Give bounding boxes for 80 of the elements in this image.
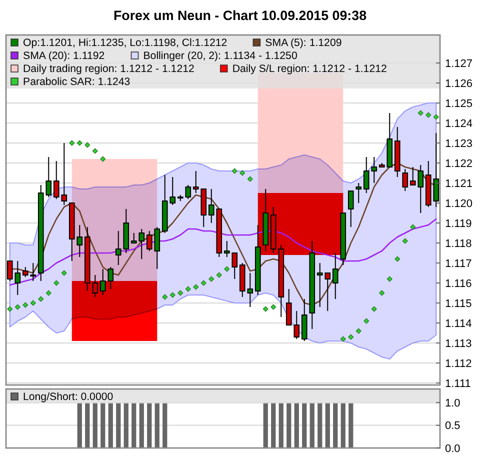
point xyxy=(356,328,362,334)
point xyxy=(46,290,52,296)
point xyxy=(402,238,408,244)
point xyxy=(100,156,106,162)
candlestick xyxy=(402,168,408,192)
legend-label: Parabolic SAR: 1.1243 xyxy=(23,76,130,88)
point xyxy=(193,284,199,290)
point xyxy=(340,336,346,342)
y-tick-label: 0.5 xyxy=(445,420,460,432)
legend-label: Op:1.1201, Hi:1.1235, Lo:1.1198, Cl:1.1212 xyxy=(23,37,228,50)
point xyxy=(410,224,416,230)
legend-label: SMA (20): 1.1192 xyxy=(23,50,105,62)
point xyxy=(371,306,377,312)
legend-label: Bollinger (20, 2): 1.1134 - 1.1250 xyxy=(143,50,298,62)
y-tick-label: 1.117 xyxy=(445,258,472,270)
y-tick-label: 1.116 xyxy=(445,278,472,290)
y-tick-label: 1.113 xyxy=(445,338,472,350)
y-tick-label: 1.114 xyxy=(445,318,472,330)
point xyxy=(379,290,385,296)
legend-label: Long/Short: 0.0000 xyxy=(23,391,114,404)
point xyxy=(270,304,276,310)
y-tick-label: 1.119 xyxy=(445,218,472,230)
y-tick-label: 1.125 xyxy=(445,98,473,110)
y-tick-label: 1.115 xyxy=(445,298,472,310)
candlestick xyxy=(262,188,269,252)
candlestick xyxy=(348,190,354,228)
point xyxy=(61,270,67,276)
point xyxy=(30,300,36,306)
y-tick-label: 1.120 xyxy=(445,198,473,210)
point xyxy=(200,280,206,286)
point xyxy=(7,306,13,312)
candlestick xyxy=(301,298,308,342)
point xyxy=(14,304,20,310)
y-tick-label: 1.127 xyxy=(445,58,473,70)
point xyxy=(262,306,268,312)
y-tick-label: 1.0 xyxy=(445,397,460,410)
point xyxy=(216,272,222,278)
point xyxy=(240,170,246,176)
point xyxy=(364,318,370,324)
candlestick xyxy=(332,252,338,300)
legend-label: SMA (5): 1.1209 xyxy=(265,37,342,50)
candlestick xyxy=(254,224,261,296)
point xyxy=(433,114,439,120)
point xyxy=(22,302,28,308)
candlestick xyxy=(356,182,362,204)
point xyxy=(185,286,191,292)
point xyxy=(69,140,75,146)
point xyxy=(247,176,253,182)
point xyxy=(170,292,176,298)
point xyxy=(394,256,400,262)
point xyxy=(232,168,238,174)
point xyxy=(208,276,214,282)
point xyxy=(224,266,230,272)
y-tick-label: 1.111 xyxy=(445,378,471,390)
point xyxy=(76,140,82,146)
candlestick xyxy=(394,126,400,178)
y-tick-label: 1.122 xyxy=(445,158,473,170)
y-tick-label: 1.123 xyxy=(445,138,473,150)
point xyxy=(54,280,60,286)
legend-label: Daily S/L region: 1.1212 - 1.1212 xyxy=(232,63,387,76)
point xyxy=(92,148,98,154)
y-tick-label: 1.124 xyxy=(445,118,473,130)
point xyxy=(84,142,90,148)
y-tick-label: 0.0 xyxy=(445,442,460,455)
y-tick-label: 1.112 xyxy=(445,358,472,370)
y-tick-label: 1.118 xyxy=(445,238,472,250)
line-series xyxy=(9,218,437,286)
point xyxy=(178,290,184,296)
point xyxy=(38,296,44,302)
point xyxy=(426,112,432,118)
point xyxy=(348,334,354,340)
point xyxy=(386,276,392,282)
y-tick-label: 1.121 xyxy=(445,178,473,190)
chart-title: Forex um Neun - Chart 10.09.2015 09:38 xyxy=(113,8,368,23)
candlestick xyxy=(309,240,316,330)
point xyxy=(162,294,168,300)
y-tick-label: 1.126 xyxy=(445,78,473,90)
candlestick xyxy=(340,212,346,266)
legend-label: Daily trading region: 1.1212 - 1.1212 xyxy=(23,63,194,76)
point xyxy=(418,110,424,116)
